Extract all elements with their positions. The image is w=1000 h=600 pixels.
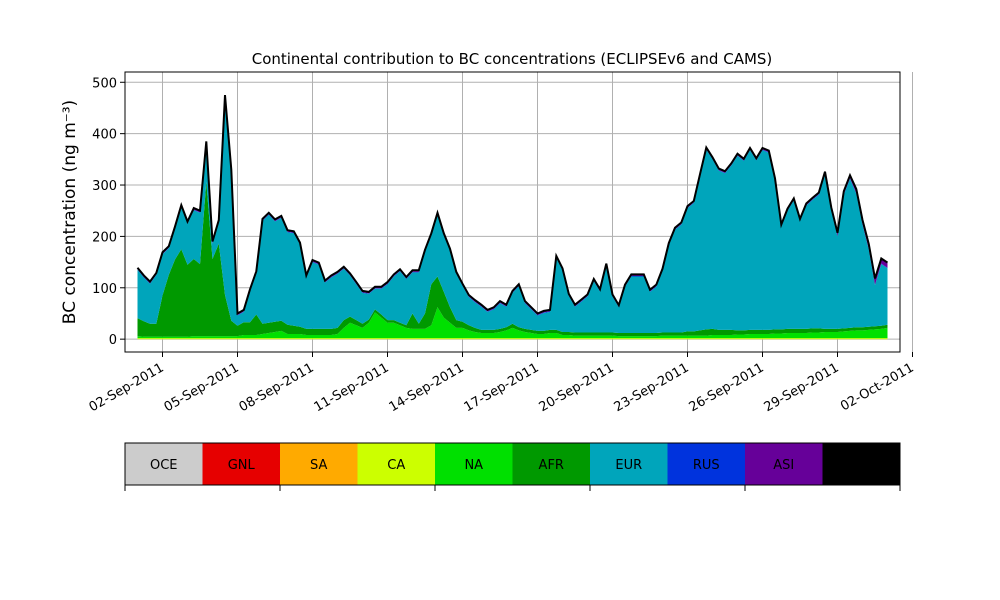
area-afr <box>137 181 888 337</box>
y-tick-label: 500 <box>92 76 117 91</box>
legend-label-afr: AFR <box>539 458 564 473</box>
area-eur <box>137 97 888 333</box>
chart-title: Continental contribution to BC concentra… <box>252 50 773 68</box>
legend-label-asi: ASI <box>773 458 794 473</box>
y-tick-label: 100 <box>92 282 117 297</box>
area-ca <box>137 338 888 340</box>
legend-label-na: NA <box>464 458 483 473</box>
legend-swatch-gnl <box>202 443 280 485</box>
y-tick-label: 300 <box>92 179 117 194</box>
legend-label-aus: AUS <box>848 458 875 473</box>
grid <box>125 72 913 352</box>
y-axis-label: BC concentration (ng m⁻³) <box>60 100 80 324</box>
legend-swatch-rus <box>667 443 745 485</box>
legend-label-oce: OCE <box>150 458 178 473</box>
legend-swatch-afr <box>512 443 590 485</box>
y-axis-ticks: 0 100 200 300 400 500 <box>92 76 125 348</box>
legend-swatch-aus <box>822 443 900 485</box>
total-line-group <box>136 95 889 316</box>
area-na <box>137 307 888 339</box>
legend-swatch-oce <box>125 443 203 485</box>
y-tick-label: 400 <box>92 128 117 143</box>
legend-swatch-sa <box>280 443 358 485</box>
plot-frame <box>124 71 901 353</box>
legend-label-rus: RUS <box>693 458 720 473</box>
y-tick-label: 0 <box>109 333 117 348</box>
legend-label-ca: CA <box>387 458 405 473</box>
area-series-group <box>137 95 888 340</box>
legend-colorbar: OCE GNL SA CA NA AFR EUR RUS ASI AUS <box>124 442 901 491</box>
legend-label-gnl: GNL <box>228 458 256 473</box>
legend-label-eur: EUR <box>615 458 642 473</box>
y-tick-label: 200 <box>92 230 117 245</box>
legend-label-sa: SA <box>310 458 327 473</box>
legend-swatch-ca <box>357 443 435 485</box>
total-line <box>136 95 889 316</box>
legend-swatch-asi <box>745 443 823 485</box>
legend-swatch-na <box>435 443 513 485</box>
legend-swatch-eur <box>590 443 668 485</box>
legend-frame <box>124 442 901 486</box>
